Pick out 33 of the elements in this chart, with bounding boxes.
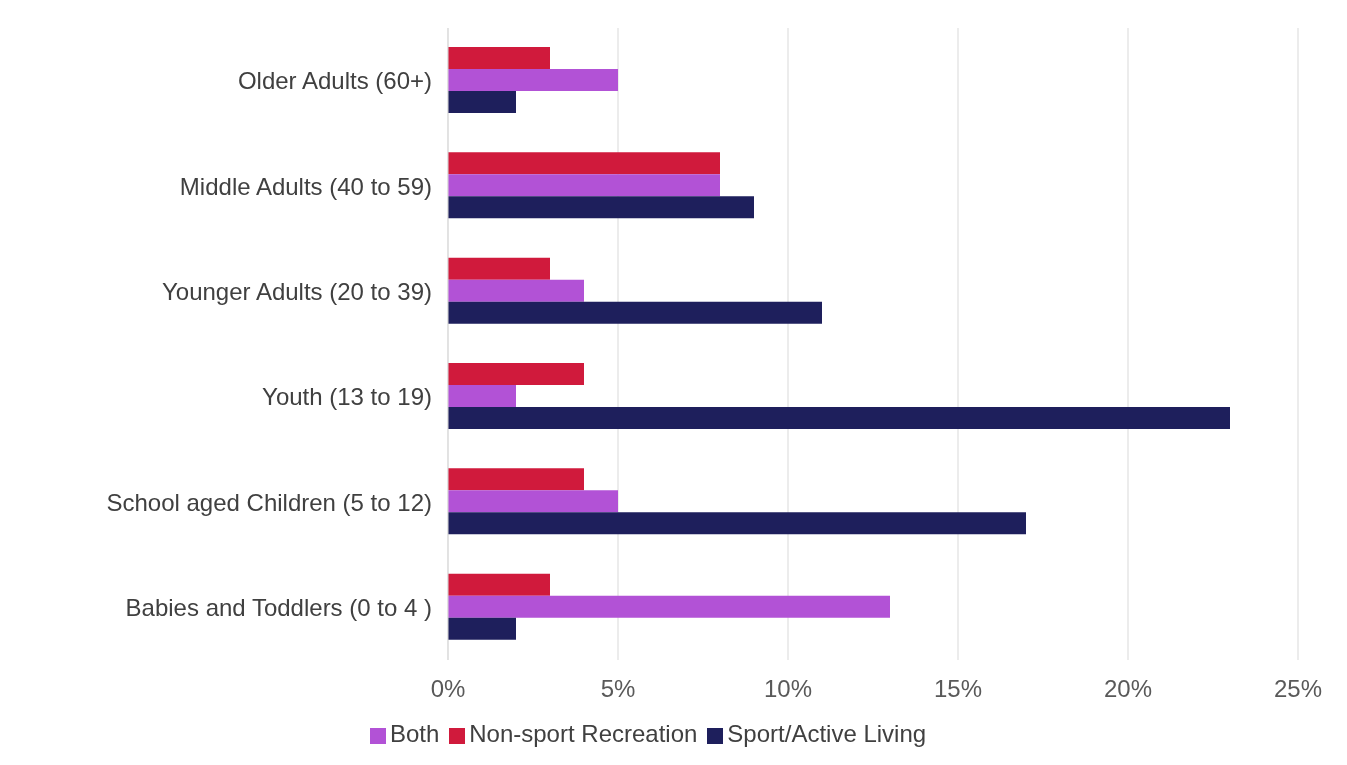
y-tick-label: Middle Adults (40 to 59) <box>179 172 432 200</box>
bar <box>448 174 720 197</box>
bar <box>448 512 1026 535</box>
legend-label: Non-sport Recreation <box>469 720 698 747</box>
bar <box>448 68 618 91</box>
bar <box>448 196 754 219</box>
y-tick-label: Older Adults (60+) <box>237 67 432 95</box>
y-tick-label: School aged Children (5 to 12) <box>106 488 432 516</box>
bar <box>448 90 516 113</box>
x-tick-label: 10% <box>763 675 813 703</box>
legend-label: Both <box>389 720 440 747</box>
y-tick-label: Younger Adults (20 to 39) <box>162 277 432 305</box>
x-tick-label: 0% <box>430 675 466 703</box>
bar <box>448 279 584 302</box>
bar <box>448 573 550 596</box>
y-tick-label: Youth (13 to 19) <box>262 383 432 411</box>
bar <box>448 384 516 407</box>
bar <box>448 301 822 324</box>
bar <box>448 257 550 280</box>
bar <box>448 490 618 513</box>
bar <box>448 617 516 640</box>
bar <box>448 406 1230 429</box>
bar <box>448 362 584 385</box>
bar <box>448 152 720 175</box>
bar <box>448 468 584 491</box>
x-tick-label: 25% <box>1273 675 1323 703</box>
y-tick-label: Babies and Toddlers (0 to 4 ) <box>125 593 432 621</box>
x-tick-label: 20% <box>1103 675 1153 703</box>
bar <box>448 46 550 69</box>
legend-label: Sport/Active Living <box>727 720 927 747</box>
x-tick-label: 15% <box>933 675 983 703</box>
x-tick-label: 5% <box>600 675 636 703</box>
bar <box>448 595 890 618</box>
